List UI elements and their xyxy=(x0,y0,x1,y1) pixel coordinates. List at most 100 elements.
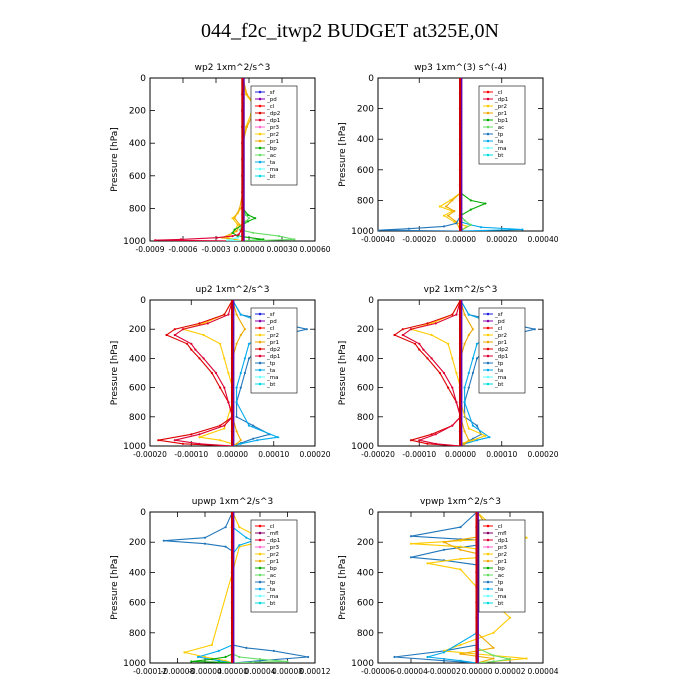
data-point xyxy=(492,631,495,634)
x-tick-label: 0.00030 xyxy=(266,245,297,254)
legend-marker xyxy=(486,559,490,563)
legend-marker xyxy=(258,545,262,549)
data-point xyxy=(286,660,289,663)
data-point xyxy=(181,328,185,331)
data-point xyxy=(247,342,251,345)
series-group xyxy=(378,78,524,231)
data-point xyxy=(276,436,279,439)
data-point xyxy=(173,439,176,442)
legend-label: _sf xyxy=(266,312,276,318)
data-point xyxy=(217,661,220,663)
data-point xyxy=(488,436,491,439)
legend-marker xyxy=(486,354,490,358)
data-point xyxy=(233,228,236,231)
y-tick-label: 400 xyxy=(357,135,374,145)
data-point xyxy=(378,229,380,231)
panel-wp3: wp3 1xm^(3) s^(-4) Pressure [hPa] 0 200 400 6… xyxy=(338,63,559,244)
legend-box xyxy=(478,519,526,613)
legend-label: _ma xyxy=(494,375,506,381)
data-point xyxy=(442,225,446,228)
data-point xyxy=(422,348,425,351)
data-point xyxy=(467,371,470,375)
legend-label: _pr2 xyxy=(494,333,507,339)
data-point xyxy=(235,401,238,404)
x-tick-label: 0.00020 xyxy=(486,235,517,244)
legend-marker xyxy=(258,368,262,372)
data-point xyxy=(223,357,226,360)
data-point xyxy=(426,322,429,325)
data-point xyxy=(463,386,466,389)
legend-marker xyxy=(486,531,490,535)
x-tick-label: 0.00010 xyxy=(258,450,289,459)
data-point xyxy=(243,371,246,375)
data-point xyxy=(409,328,413,331)
legend-label: _tp xyxy=(266,580,276,586)
data-point xyxy=(508,658,512,661)
y-tick-label: 800 xyxy=(129,413,146,423)
data-point xyxy=(277,235,280,238)
legend-label: _ta xyxy=(494,139,503,145)
legend-label: _dp1 xyxy=(494,538,508,544)
data-point xyxy=(245,125,248,128)
legend-marker xyxy=(258,326,262,330)
data-point xyxy=(239,371,242,375)
legend-marker xyxy=(258,111,262,115)
data-point xyxy=(238,207,241,210)
y-tick-label: 600 xyxy=(357,384,374,394)
data-point xyxy=(451,357,454,360)
data-point xyxy=(226,239,229,241)
data-point xyxy=(459,652,462,656)
legend-label: _pr3 xyxy=(266,545,280,551)
legend-marker xyxy=(486,587,490,591)
data-point xyxy=(463,313,466,316)
legend-label: _pr2 xyxy=(266,333,279,339)
series-group xyxy=(393,300,536,446)
data-point xyxy=(217,649,220,653)
legend-label: _sf xyxy=(266,90,276,96)
legend-label: _pr1 xyxy=(266,340,279,346)
data-point xyxy=(224,526,227,529)
legend-marker xyxy=(258,375,262,379)
data-point xyxy=(272,649,275,653)
legend-label: _pr3 xyxy=(494,545,508,551)
data-point xyxy=(239,442,242,445)
data-point xyxy=(203,655,207,659)
legend-marker xyxy=(486,340,490,344)
legend: _sf_pd_cl_pr2_pr1_dp2_dp1_tp_ta_ma_bt xyxy=(478,307,526,394)
y-tick-label: 600 xyxy=(129,599,146,609)
legend-label: _dp1 xyxy=(266,354,280,360)
data-point xyxy=(471,357,474,360)
x-tick-label: -0.00040 xyxy=(361,235,395,244)
data-point xyxy=(252,661,255,663)
legend-marker xyxy=(258,580,262,584)
legend-label: _ta xyxy=(266,587,275,593)
legend-marker xyxy=(486,118,490,122)
data-point xyxy=(235,442,238,445)
x-tick-label: 0.00008 xyxy=(272,667,303,676)
data-point xyxy=(463,430,466,433)
legend-marker xyxy=(258,538,262,542)
y-axis-label: Pressure [hPa] xyxy=(338,122,348,187)
legend-marker xyxy=(258,587,262,591)
legend-label: _bt xyxy=(494,382,504,388)
legend-label: _cl xyxy=(266,104,275,110)
data-point xyxy=(210,658,213,661)
data-point xyxy=(418,342,421,345)
data-point xyxy=(451,313,454,316)
legend: _cl_mfl_dp1_pr3_pr2_pr1_bp_ac_tp_ta_ma_b… xyxy=(250,519,298,613)
legend-marker xyxy=(486,382,490,386)
x-tick-label: 0.00012 xyxy=(299,667,330,676)
data-point xyxy=(190,342,193,345)
legend-label: _dp1 xyxy=(494,354,508,360)
data-point xyxy=(463,442,466,445)
data-point xyxy=(223,424,226,427)
x-tick-label: 0.00040 xyxy=(527,235,558,244)
legend-marker xyxy=(258,601,262,605)
legend-marker xyxy=(258,531,262,535)
data-point xyxy=(252,231,255,234)
y-tick-label: 200 xyxy=(357,538,374,548)
data-point xyxy=(447,214,450,217)
y-tick-label: 1000 xyxy=(351,442,374,452)
data-point xyxy=(434,433,437,436)
data-point xyxy=(469,199,472,202)
